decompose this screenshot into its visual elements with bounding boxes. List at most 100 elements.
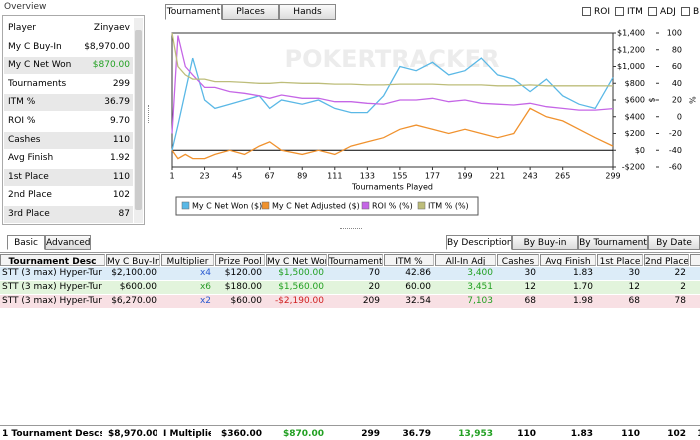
footer-cell: 1.83 bbox=[570, 429, 593, 439]
column-header[interactable]: My C Buy-In bbox=[106, 254, 160, 266]
legend-label: ITM % (%) bbox=[428, 202, 469, 211]
y-tick-label: $0 bbox=[635, 146, 645, 155]
checkbox[interactable] bbox=[681, 7, 690, 16]
splitter[interactable] bbox=[148, 105, 152, 123]
footer-cell: $8,970.00 bbox=[108, 429, 157, 439]
y2-tick-label: 80 bbox=[672, 45, 682, 54]
legend-swatch bbox=[361, 201, 370, 210]
overview-row: My C Net Won $870.00 bbox=[4, 57, 133, 75]
table-cell: $1,560.00 bbox=[278, 282, 324, 292]
view-tab[interactable]: Hands bbox=[279, 4, 336, 20]
table-row bbox=[0, 267, 700, 280]
footer-cell: 110 bbox=[621, 429, 640, 439]
table-cell: 3,400 bbox=[467, 268, 493, 278]
overview-row: 2nd Place 102 bbox=[4, 187, 133, 204]
overview-label: 3rd Place bbox=[8, 209, 50, 219]
bottom-tab[interactable]: Advanced bbox=[45, 235, 91, 250]
table-cell: 7,103 bbox=[467, 296, 493, 306]
overview-value: 9.70 bbox=[109, 116, 130, 126]
column-header[interactable]: 3r bbox=[690, 254, 700, 266]
footer-cell: 102 bbox=[692, 429, 700, 439]
series-line bbox=[171, 107, 614, 160]
legend-swatch bbox=[417, 201, 426, 210]
column-header[interactable]: Tournaments bbox=[328, 254, 383, 266]
column-header[interactable]: 1st Place bbox=[597, 254, 643, 266]
scrollbar[interactable] bbox=[134, 18, 143, 223]
table-cell: 30 bbox=[524, 268, 536, 278]
legend-swatch bbox=[261, 201, 270, 210]
overview-label: 1st Place bbox=[8, 171, 49, 182]
column-header[interactable]: Multiplier bbox=[161, 254, 214, 266]
overview-row: Player Zinyaev bbox=[4, 20, 133, 37]
legend-label: My C Net Adjusted ($) bbox=[272, 202, 360, 211]
checkbox-label: ADJ bbox=[660, 7, 676, 17]
table-cell: 20 bbox=[368, 282, 380, 292]
table-cell: $2,100.00 bbox=[111, 268, 157, 278]
checkbox[interactable] bbox=[582, 7, 591, 16]
view-tab[interactable]: Places bbox=[222, 4, 279, 20]
table-cell: 42.86 bbox=[405, 268, 431, 278]
y-tick-label: $400 bbox=[625, 112, 645, 121]
y2-tick-label: 40 bbox=[672, 79, 682, 88]
footer-cell: 1 Tournament Descs bbox=[2, 429, 102, 439]
overview-label: 2nd Place bbox=[8, 190, 52, 201]
bottom-tab[interactable]: By Date bbox=[648, 235, 700, 250]
overview-row: 1st Place 110 bbox=[4, 168, 133, 186]
table-cell: 3,451 bbox=[467, 282, 493, 292]
bottom-tab[interactable]: Basic bbox=[7, 235, 45, 250]
x-tick-label: 1 bbox=[169, 172, 174, 181]
table-cell: 60.00 bbox=[405, 282, 431, 292]
column-header[interactable]: Cashes bbox=[497, 254, 539, 266]
chart: POKERTRACKER-$200$0$200$400$600$800$1,00… bbox=[169, 29, 698, 216]
y2-tick-label: 20 bbox=[672, 96, 682, 105]
overview-panel: Player Zinyaev My C Buy-In $8,970.00 My C Ne… bbox=[2, 15, 145, 225]
column-header[interactable]: Tournament Desc bbox=[0, 254, 105, 266]
view-tab[interactable]: Tournament bbox=[165, 4, 222, 20]
table-cell: 22 bbox=[674, 268, 686, 278]
y2-tick-label: 100 bbox=[667, 29, 682, 38]
table-cell: $120.00 bbox=[224, 268, 262, 278]
column-header[interactable]: Avg Finish bbox=[540, 254, 596, 266]
table-cell: 30 bbox=[628, 268, 640, 278]
x-tick-label: 111 bbox=[327, 172, 342, 181]
column-header[interactable]: My C Net Won bbox=[266, 254, 327, 266]
footer-cell: $870.00 bbox=[283, 429, 324, 439]
x-tick-label: 67 bbox=[265, 172, 275, 181]
footer-cell: 299 bbox=[361, 429, 380, 439]
table-cell: 2 bbox=[680, 282, 686, 292]
bottom-tab[interactable]: By Description bbox=[446, 235, 512, 250]
footer-cell: 102 bbox=[667, 429, 686, 439]
x-tick-label: 177 bbox=[425, 172, 440, 181]
legend-swatch bbox=[181, 201, 190, 210]
overview-value: 36.79 bbox=[104, 97, 130, 108]
series-line bbox=[171, 35, 614, 134]
table-cell: -$2,190.00 bbox=[274, 296, 324, 306]
table-cell: 68 bbox=[628, 296, 640, 306]
y-tick-label: $1,000 bbox=[617, 62, 645, 71]
bottom-tab[interactable]: By Buy-in bbox=[512, 235, 578, 250]
series-line bbox=[171, 32, 614, 87]
table-cell: 78 bbox=[674, 296, 686, 306]
column-header[interactable]: Prize Pool bbox=[215, 254, 265, 266]
table-cell: x2 bbox=[199, 296, 211, 306]
splitter[interactable] bbox=[340, 228, 362, 231]
column-header[interactable]: 2nd Place bbox=[644, 254, 689, 266]
x-tick-label: 89 bbox=[297, 172, 307, 181]
x-tick-label: 221 bbox=[490, 172, 505, 181]
y-tick-label: $800 bbox=[625, 79, 645, 88]
column-header[interactable]: All-In Adj bbox=[435, 254, 496, 266]
y2-tick-label: -20 bbox=[669, 129, 682, 138]
checkbox-label: BI bbox=[693, 7, 700, 17]
x-tick-label: 23 bbox=[199, 172, 209, 181]
table-cell: 1.83 bbox=[572, 268, 593, 278]
table-cell: STT (3 max) Hyper-Turbo bbox=[2, 296, 102, 306]
scroll-thumb[interactable] bbox=[135, 30, 142, 210]
column-header[interactable]: ITM % bbox=[384, 254, 434, 266]
checkbox[interactable] bbox=[648, 7, 657, 16]
table-cell: 70 bbox=[368, 268, 380, 278]
overview-label: Avg Finish bbox=[8, 153, 54, 164]
y-tick-label: -$200 bbox=[622, 163, 645, 172]
bottom-tab[interactable]: By Tournament bbox=[578, 235, 648, 250]
checkbox[interactable] bbox=[615, 7, 624, 16]
table-cell: $180.00 bbox=[224, 282, 262, 292]
